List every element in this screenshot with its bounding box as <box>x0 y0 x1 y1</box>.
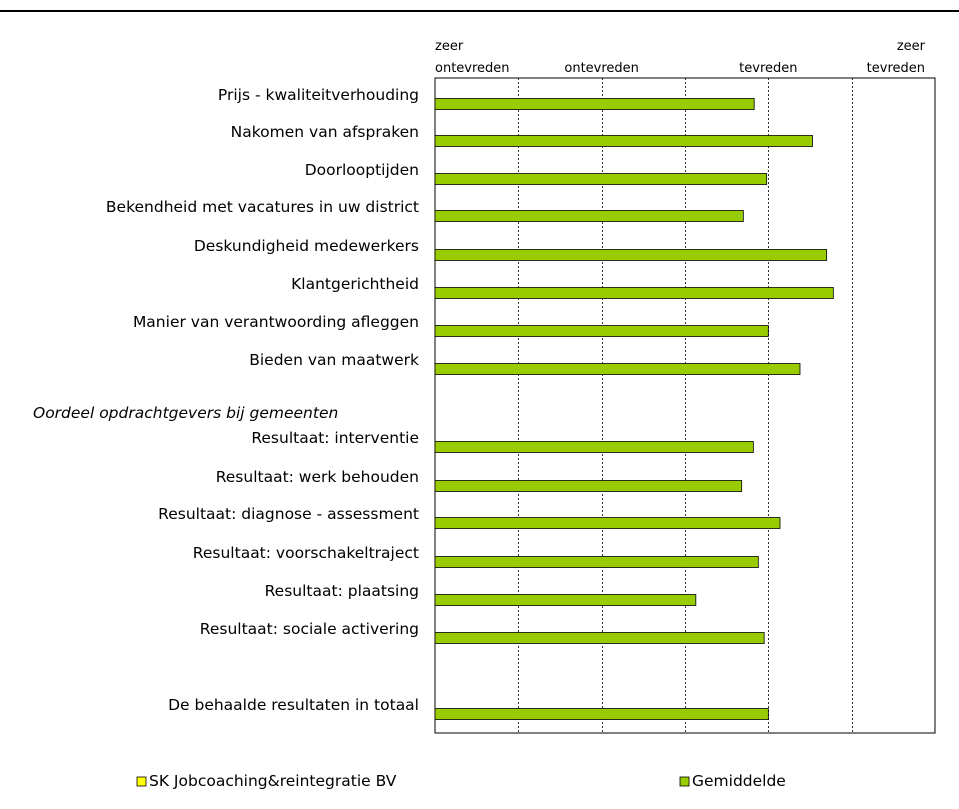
category-label: Resultaat: werk behouden <box>216 468 419 486</box>
x-tick-label: zeer <box>897 39 926 54</box>
bar-gemiddelde <box>434 287 834 299</box>
x-tick-label: ontevreden <box>564 61 639 76</box>
legend-swatch <box>136 776 147 787</box>
bar-gemiddelde <box>434 708 769 720</box>
bar-gemiddelde <box>434 210 744 222</box>
x-tick-label: tevreden <box>867 61 925 76</box>
category-labels: Prijs - kwaliteitverhouding Nakomen van a… <box>33 86 419 714</box>
bar-gemiddelde <box>434 249 828 261</box>
plot-area <box>434 77 936 734</box>
top-rule <box>0 10 959 12</box>
category-label: Prijs - kwaliteitverhouding <box>218 86 419 104</box>
category-label: Bekendheid met vacatures in uw district <box>106 198 419 216</box>
category-label: Bieden van maatwerk <box>249 351 419 369</box>
category-label: Klantgerichtheid <box>291 275 419 293</box>
bar-gemiddelde <box>434 363 801 375</box>
bar-gemiddelde <box>434 98 755 110</box>
x-tick-label: zeer <box>435 39 464 54</box>
bar-gemiddelde <box>434 135 813 147</box>
category-label: Resultaat: voorschakeltraject <box>193 544 419 562</box>
bar-gemiddelde <box>434 632 765 644</box>
legend-label: SK Jobcoaching&reintegratie BV <box>149 772 397 790</box>
category-label: Deskundigheid medewerkers <box>194 237 419 255</box>
bar-gemiddelde <box>434 517 781 529</box>
x-tick-labels: zeer ontevreden ontevreden tevreden zeer tevr… <box>435 39 926 76</box>
legend-label: Gemiddelde <box>692 772 786 790</box>
plot-frame <box>434 77 936 734</box>
category-label: Nakomen van afspraken <box>231 123 419 141</box>
bar-gemiddelde <box>434 556 759 568</box>
x-tick-label: tevreden <box>739 61 797 76</box>
category-label: Resultaat: diagnose - assessment <box>158 505 419 523</box>
category-label: De behaalde resultaten in totaal <box>168 696 419 714</box>
bar-gemiddelde <box>434 441 754 453</box>
bar-gemiddelde <box>434 173 768 185</box>
bar-gemiddelde <box>434 480 743 492</box>
legend: SK Jobcoaching&reintegratie BV Gemiddelde <box>136 772 786 790</box>
bar-gemiddelde <box>434 325 769 337</box>
legend-swatch <box>679 776 690 787</box>
section-heading: Oordeel opdrachtgevers bij gemeenten <box>33 404 338 422</box>
category-label: Resultaat: interventie <box>251 429 419 447</box>
category-label: Resultaat: sociale activering <box>200 620 419 638</box>
category-label: Doorlooptijden <box>305 161 419 179</box>
category-label: Resultaat: plaatsing <box>265 582 419 600</box>
category-label: Manier van verantwoording afleggen <box>133 313 419 331</box>
bar-gemiddelde <box>434 594 697 606</box>
x-tick-label: ontevreden <box>435 61 510 76</box>
bars <box>434 98 834 720</box>
